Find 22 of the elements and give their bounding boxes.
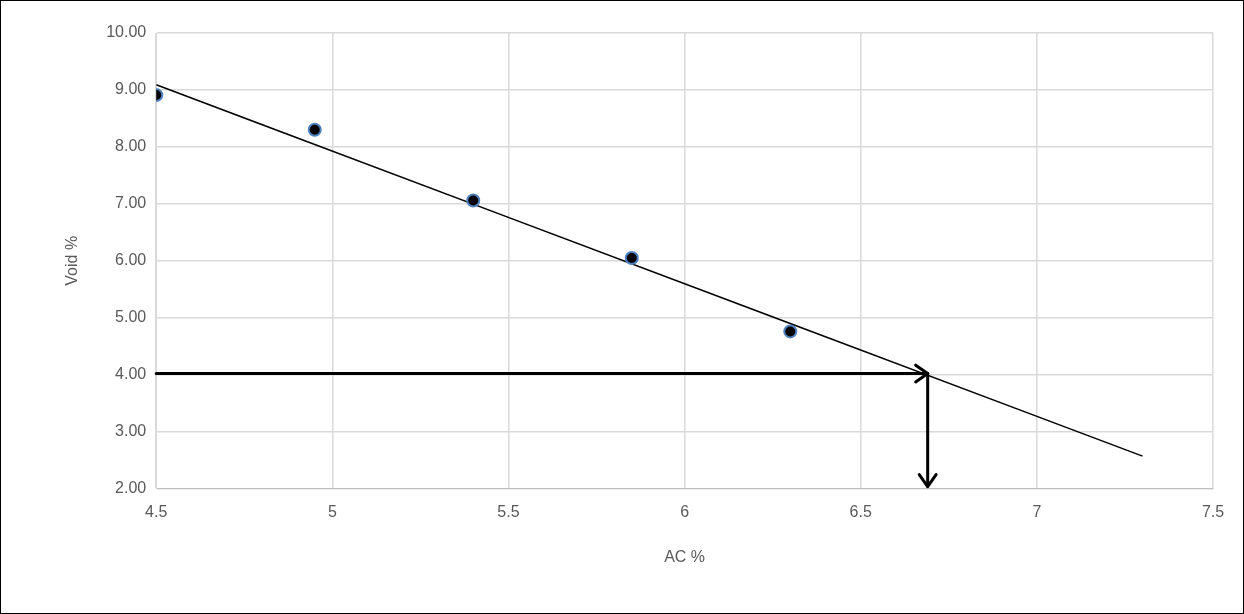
y-tick-label: 10.00 [106, 23, 147, 41]
y-tick-label: 7.00 [115, 194, 147, 212]
point [307, 122, 322, 137]
point [624, 250, 639, 265]
y-tick-label: 3.00 [115, 422, 147, 440]
x-tick-label: 7.5 [1201, 502, 1225, 520]
point [783, 324, 798, 339]
x-tick-label: 6 [680, 502, 690, 520]
y-tick-label: 9.00 [115, 80, 147, 98]
x-tick-label: 5.5 [497, 502, 520, 520]
y-tick-label: 2.00 [115, 479, 147, 497]
y-tick-label: 6.00 [115, 251, 147, 269]
y-tick-label: 5.00 [115, 308, 147, 326]
x-tick-label: 7 [1032, 502, 1042, 520]
point [466, 193, 481, 208]
x-tick-label: 6.5 [849, 502, 872, 520]
x-tick-label: 4.5 [145, 502, 168, 520]
y-tick-label: 8.00 [115, 137, 147, 155]
y-axis-title: Void % [63, 235, 81, 286]
y-tick-label: 4.00 [115, 365, 147, 383]
x-tick-label: 5 [327, 502, 337, 520]
x-axis-title: AC % [664, 547, 706, 565]
